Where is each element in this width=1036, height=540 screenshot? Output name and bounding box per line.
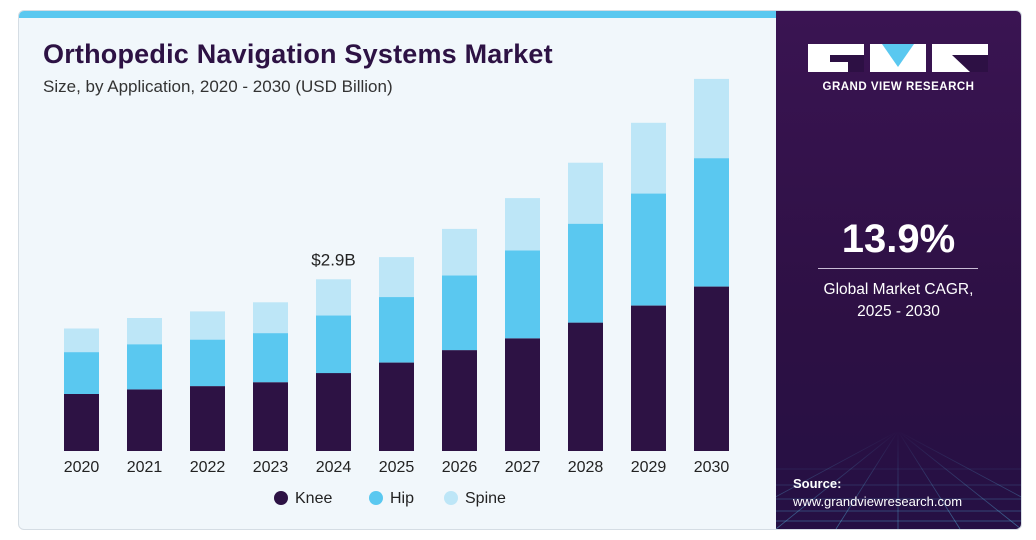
x-tick-label-2025: 2025	[379, 459, 415, 476]
bar-spine-2027	[505, 198, 540, 251]
legend-swatch-knee	[274, 491, 288, 505]
bar-spine-2022	[190, 311, 225, 340]
bar-hip-2026	[442, 275, 477, 351]
x-tick-label-2023: 2023	[253, 459, 289, 476]
stacked-bar-chart: 2020 2021 2022 2023 2024 $2.9B 2025 2026 2027 202…	[64, 78, 730, 507]
cagr-label: Global Market CAGR, 2025 - 2030	[776, 279, 1021, 323]
brand-logo: GRAND VIEW RESEARCH	[808, 41, 989, 97]
bar-knee-2030	[694, 286, 729, 451]
cagr-label-line1: Global Market CAGR,	[823, 281, 974, 298]
bar-knee-2027	[505, 338, 540, 451]
info-panel: GRAND VIEW RESEARCH 13.9% Global Market …	[776, 11, 1021, 529]
x-tick-label-2020: 2020	[64, 459, 100, 476]
legend-swatch-hip	[369, 491, 383, 505]
bar-spine-2025	[379, 257, 414, 298]
legend-swatch-spine	[444, 491, 458, 505]
infographic-card: Orthopedic Navigation Systems Market Siz…	[18, 10, 1022, 530]
cagr-value: 13.9%	[841, 217, 956, 261]
bar-hip-2027	[505, 250, 540, 339]
bar-spine-2023	[253, 302, 288, 334]
source-url[interactable]: www.grandviewresearch.com	[793, 494, 963, 509]
x-tick-label-2024: 2024	[316, 459, 352, 476]
legend-label-knee: Knee	[295, 490, 332, 507]
source-note: Source: www.grandviewresearch.com	[793, 475, 962, 511]
x-tick-label-2022: 2022	[190, 459, 226, 476]
bar-knee-2021	[127, 389, 162, 451]
bar-hip-2028	[568, 223, 603, 323]
bar-hip-2023	[253, 333, 288, 383]
bar-spine-2021	[127, 318, 162, 345]
x-tick-label-2021: 2021	[127, 459, 163, 476]
bar-hip-2029	[631, 193, 666, 306]
legend-label-hip: Hip	[390, 490, 414, 507]
divider	[818, 268, 978, 269]
bar-spine-2020	[64, 328, 99, 353]
bar-knee-2024	[316, 373, 351, 451]
chart-panel: Orthopedic Navigation Systems Market Siz…	[19, 11, 776, 529]
bar-knee-2025	[379, 362, 414, 451]
bar-hip-2024	[316, 315, 351, 374]
x-tick-label-2030: 2030	[694, 459, 730, 476]
bar-knee-2020	[64, 394, 99, 451]
page-title: Orthopedic Navigation Systems Market	[43, 39, 553, 69]
bar-knee-2026	[442, 350, 477, 451]
x-tick-label-2027: 2027	[505, 459, 541, 476]
bar-hip-2030	[694, 158, 729, 287]
bar-knee-2029	[631, 305, 666, 451]
bar-spine-2030	[694, 78, 729, 159]
x-tick-label-2026: 2026	[442, 459, 478, 476]
cagr-label-line2: 2025 - 2030	[857, 303, 940, 320]
bar-knee-2023	[253, 382, 288, 451]
brand-name: GRAND VIEW RESEARCH	[822, 81, 975, 93]
x-tick-label-2028: 2028	[568, 459, 604, 476]
source-label: Source:	[793, 476, 842, 491]
x-tick-label-2029: 2029	[631, 459, 667, 476]
bar-hip-2021	[127, 344, 162, 390]
bar-spine-2028	[568, 162, 603, 224]
bar-spine-2029	[631, 122, 666, 194]
chart-subtitle: Size, by Application, 2020 - 2030 (USD B…	[43, 77, 393, 96]
bar-hip-2022	[190, 339, 225, 387]
bar-knee-2022	[190, 386, 225, 451]
bar-spine-2026	[442, 228, 477, 276]
bar-knee-2028	[568, 322, 603, 451]
bar-hip-2020	[64, 352, 99, 394]
accent-bar	[19, 11, 776, 18]
data-label-2024: $2.9B	[311, 250, 355, 269]
grid-pattern-decoration	[776, 431, 1021, 529]
legend-label-spine: Spine	[465, 490, 506, 507]
bar-hip-2025	[379, 297, 414, 363]
logo-mark-icon	[808, 44, 988, 72]
bar-spine-2024	[316, 279, 351, 316]
